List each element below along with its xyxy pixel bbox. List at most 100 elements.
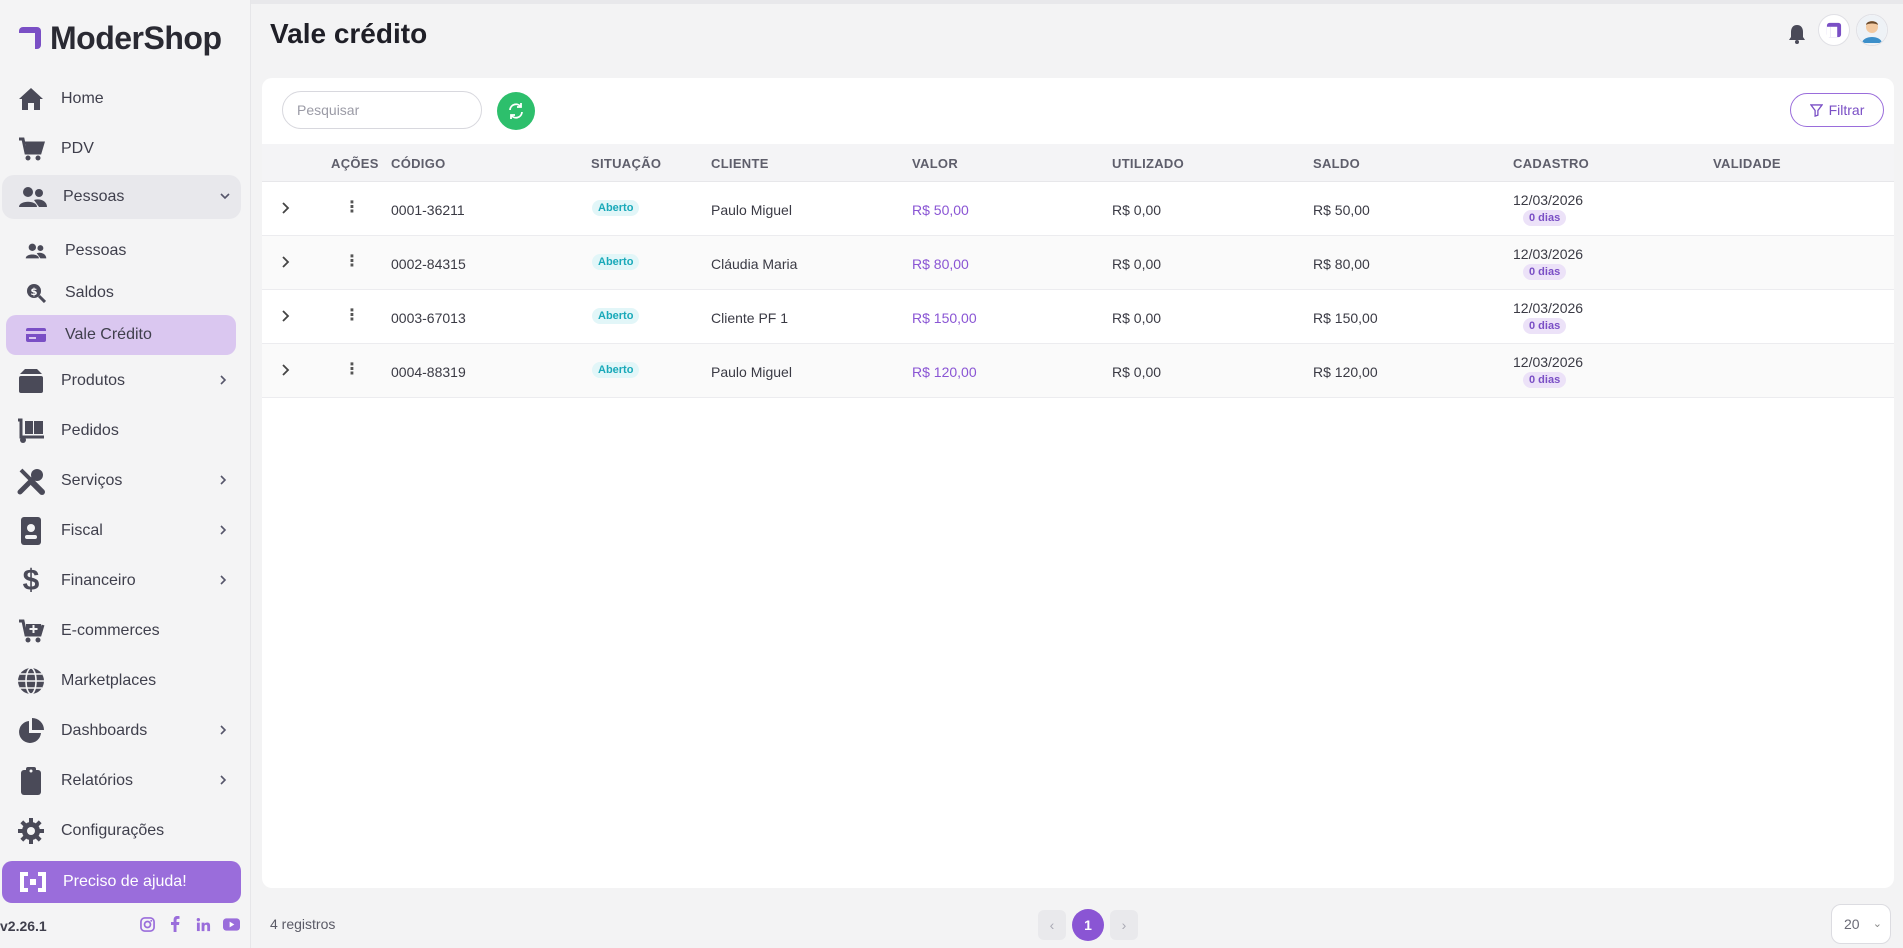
days-badge: 0 dias <box>1523 372 1567 388</box>
chevron-down-icon: ⌄ <box>1872 918 1882 930</box>
sidebar-item-servicos[interactable]: Serviços <box>0 459 251 503</box>
more-actions-icon[interactable]: ⋮ <box>344 361 360 378</box>
more-actions-icon[interactable]: ⋮ <box>344 253 360 270</box>
table-row[interactable]: ⋮ 0003-67013 Aberto Cliente PF 1 R$ 150,… <box>262 290 1894 344</box>
sidebar-item-configuracoes[interactable]: Configurações <box>0 809 251 853</box>
column-header-saldo[interactable]: SALDO <box>1313 156 1360 171</box>
sidebar-item-marketplaces[interactable]: Marketplaces <box>0 659 251 703</box>
company-logo-icon[interactable] <box>1818 14 1850 46</box>
cell-utilizado: R$ 0,00 <box>1112 256 1162 272</box>
cell-cliente: Paulo Miguel <box>711 364 792 380</box>
cell-utilizado: R$ 0,00 <box>1112 202 1162 218</box>
column-header-acoes[interactable]: AÇÕES <box>331 156 379 171</box>
sidebar-item-label: Relatórios <box>61 772 134 789</box>
previous-page-button[interactable]: ‹ <box>1038 910 1066 940</box>
column-header-validade[interactable]: VALIDADE <box>1713 156 1781 171</box>
column-header-codigo[interactable]: CÓDIGO <box>391 156 446 171</box>
facebook-icon[interactable] <box>166 915 184 933</box>
refresh-icon <box>509 103 523 119</box>
filter-button[interactable]: Filtrar <box>1790 93 1884 127</box>
box-icon <box>15 367 47 395</box>
sidebar-item-pedidos[interactable]: Pedidos <box>0 409 251 453</box>
chevron-right-icon[interactable] <box>276 360 296 380</box>
help-button-label: Preciso de ajuda! <box>63 873 187 890</box>
youtube-icon[interactable] <box>222 915 240 933</box>
chevron-right-icon <box>217 723 229 739</box>
column-header-utilizado[interactable]: UTILIZADO <box>1112 156 1185 171</box>
sidebar-item-ecommerces[interactable]: E-commerces <box>0 609 251 653</box>
cell-cliente: Paulo Miguel <box>711 202 792 218</box>
sidebar-item-label: Pessoas <box>63 188 125 205</box>
chevron-right-icon <box>217 773 229 789</box>
avatar[interactable] <box>1856 14 1888 46</box>
sidebar: ModerShop Home PDV Pessoas Pessoas $ Sal… <box>0 0 251 948</box>
table-row[interactable]: ⋮ 0002-84315 Aberto Cláudia Maria R$ 80,… <box>262 236 1894 290</box>
sidebar-subitem-pessoas[interactable]: Pessoas <box>6 231 236 271</box>
help-icon <box>17 870 49 894</box>
help-button[interactable]: Preciso de ajuda! <box>2 861 241 903</box>
sidebar-item-pdv[interactable]: PDV <box>0 127 251 171</box>
page-size-value: 20 <box>1844 916 1860 932</box>
status-badge: Aberto <box>592 200 640 216</box>
page-title: Vale crédito <box>270 18 428 49</box>
linkedin-icon[interactable] <box>194 915 212 933</box>
gear-icon <box>15 817 47 845</box>
search-input[interactable] <box>282 91 482 129</box>
column-header-valor[interactable]: VALOR <box>912 156 959 171</box>
sidebar-subitem-label: Vale Crédito <box>65 326 152 343</box>
svg-text:$: $ <box>31 287 38 298</box>
cell-codigo: 0002-84315 <box>391 256 466 272</box>
sidebar-item-label: Produtos <box>61 372 126 389</box>
cell-saldo: R$ 150,00 <box>1313 310 1378 326</box>
sidebar-item-label: E-commerces <box>61 622 160 639</box>
sidebar-subitem-saldos[interactable]: $ Saldos <box>6 273 236 313</box>
cell-cadastro: 12/03/2026 <box>1513 354 1584 370</box>
sidebar-item-produtos[interactable]: Produtos <box>0 359 251 403</box>
sidebar-item-home[interactable]: Home <box>0 77 251 121</box>
logo[interactable]: ModerShop <box>16 18 222 58</box>
bell-icon[interactable] <box>1788 24 1808 44</box>
chevron-right-icon[interactable] <box>276 252 296 272</box>
sidebar-subitem-label: Saldos <box>65 284 114 301</box>
refresh-button[interactable] <box>497 92 535 130</box>
records-count: 4 registros <box>270 916 336 932</box>
column-header-cliente[interactable]: CLIENTE <box>711 156 769 171</box>
sidebar-item-label: Financeiro <box>61 572 136 589</box>
column-header-situacao[interactable]: SITUAÇÃO <box>591 156 662 171</box>
dollar-icon: $ <box>22 564 40 597</box>
sidebar-item-dashboards[interactable]: Dashboards <box>0 709 251 753</box>
sidebar-item-label: Dashboards <box>61 722 148 739</box>
chevron-right-icon <box>217 473 229 489</box>
filter-icon <box>1809 103 1823 117</box>
cell-cadastro: 12/03/2026 <box>1513 300 1584 316</box>
sidebar-item-fiscal[interactable]: Fiscal <box>0 509 251 553</box>
sidebar-item-label: Marketplaces <box>61 672 157 689</box>
page-number-button[interactable]: 1 <box>1072 909 1104 941</box>
chevron-right-icon <box>217 523 229 539</box>
cell-utilizado: R$ 0,00 <box>1112 310 1162 326</box>
cell-valor: R$ 120,00 <box>912 364 977 380</box>
chevron-right-icon[interactable] <box>276 198 296 218</box>
chevron-right-icon[interactable] <box>276 306 296 326</box>
cart-icon <box>15 135 47 163</box>
sidebar-item-label: Serviços <box>61 472 123 489</box>
next-page-button[interactable]: › <box>1110 910 1138 940</box>
table-row[interactable]: ⋮ 0001-36211 Aberto Paulo Miguel R$ 50,0… <box>262 182 1894 236</box>
instagram-icon[interactable] <box>138 915 156 933</box>
more-actions-icon[interactable]: ⋮ <box>344 307 360 324</box>
more-actions-icon[interactable]: ⋮ <box>344 199 360 216</box>
days-badge: 0 dias <box>1523 264 1567 280</box>
sidebar-item-pessoas[interactable]: Pessoas <box>2 175 241 219</box>
sidebar-item-financeiro[interactable]: $ Financeiro <box>0 559 251 603</box>
home-icon <box>15 85 47 113</box>
cell-codigo: 0003-67013 <box>391 310 466 326</box>
sidebar-subitem-vale-credito[interactable]: Vale Crédito <box>6 315 236 355</box>
vale-credito-card: Filtrar AÇÕES CÓDIGO SITUAÇÃO CLIENTE VA… <box>262 78 1894 888</box>
table-row[interactable]: ⋮ 0004-88319 Aberto Paulo Miguel R$ 120,… <box>262 344 1894 398</box>
page-size-select[interactable]: 20 ⌄ <box>1831 904 1891 944</box>
table-header: AÇÕES CÓDIGO SITUAÇÃO CLIENTE VALOR UTIL… <box>262 144 1894 182</box>
column-header-cadastro[interactable]: CADASTRO <box>1513 156 1590 171</box>
sidebar-item-relatorios[interactable]: Relatórios <box>0 759 251 803</box>
cell-codigo: 0004-88319 <box>391 364 466 380</box>
logo-mark-icon <box>19 27 41 49</box>
